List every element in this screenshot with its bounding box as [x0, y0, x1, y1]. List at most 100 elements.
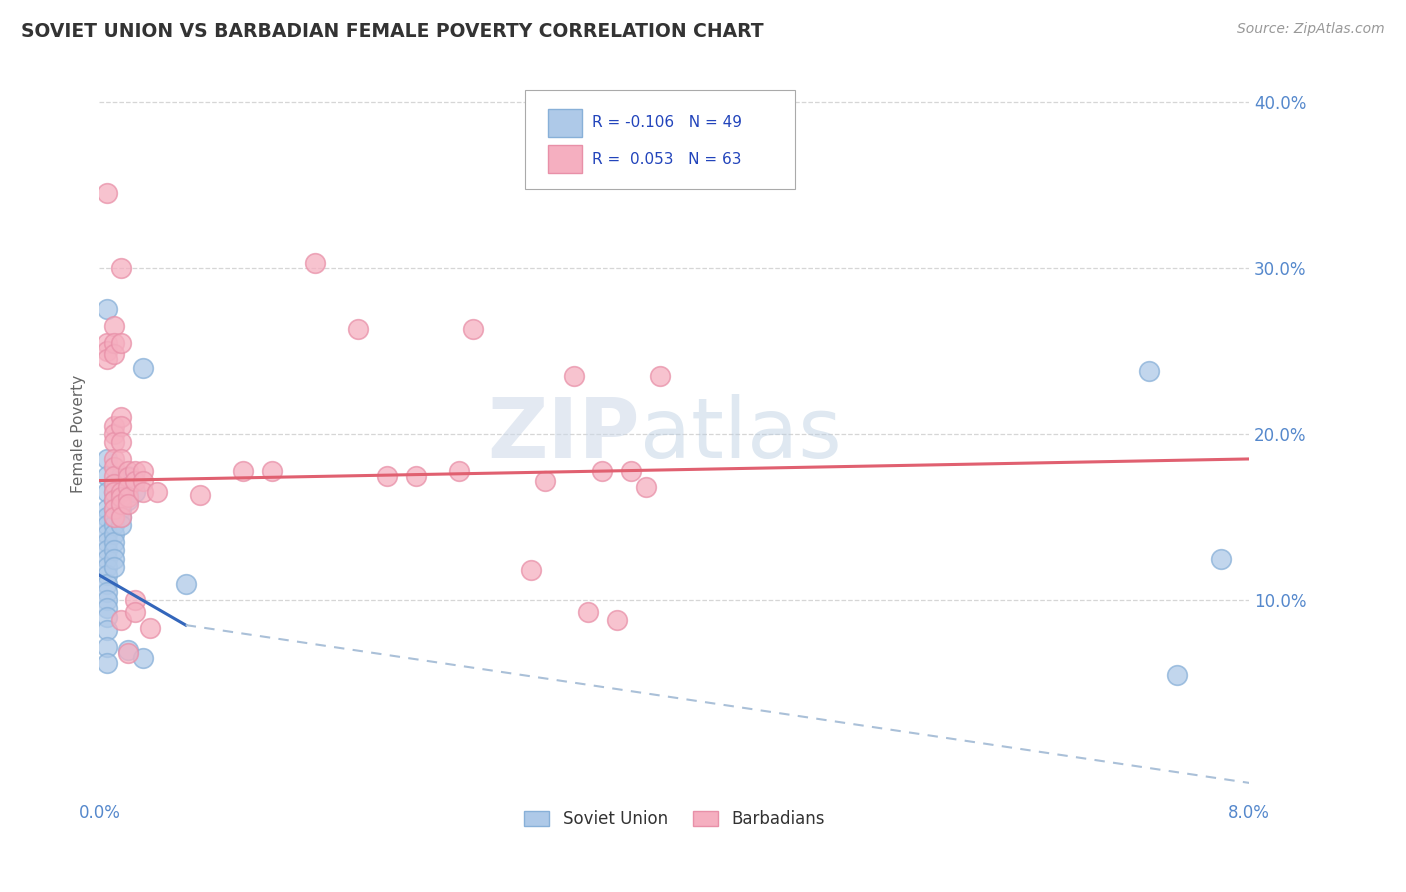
Bar — [548, 109, 582, 136]
Point — [117, 464, 139, 478]
Point — [96, 640, 118, 654]
Point — [103, 418, 125, 433]
Point — [96, 543, 118, 558]
Text: SOVIET UNION VS BARBADIAN FEMALE POVERTY CORRELATION CHART: SOVIET UNION VS BARBADIAN FEMALE POVERTY… — [21, 22, 763, 41]
Point — [124, 605, 146, 619]
Point — [110, 335, 132, 350]
Point — [96, 186, 118, 201]
Legend: Soviet Union, Barbadians: Soviet Union, Barbadians — [517, 804, 831, 835]
Point — [648, 368, 671, 383]
Point — [139, 621, 162, 635]
Point — [103, 452, 125, 467]
Point — [110, 418, 132, 433]
Text: R =  0.053   N = 63: R = 0.053 N = 63 — [592, 152, 741, 167]
Point — [347, 322, 370, 336]
Point — [110, 410, 132, 425]
Point — [96, 593, 118, 607]
Point — [96, 568, 118, 582]
Point — [124, 485, 146, 500]
Point — [103, 510, 125, 524]
Y-axis label: Female Poverty: Female Poverty — [72, 375, 86, 493]
Point — [96, 335, 118, 350]
Point — [96, 576, 118, 591]
Point — [375, 468, 398, 483]
Point — [110, 497, 132, 511]
Point — [96, 551, 118, 566]
Text: R = -0.106   N = 49: R = -0.106 N = 49 — [592, 115, 741, 130]
Point — [96, 501, 118, 516]
Point — [103, 485, 125, 500]
Point — [1137, 364, 1160, 378]
Point — [96, 302, 118, 317]
Point — [110, 493, 132, 508]
Point — [103, 493, 125, 508]
Point — [110, 435, 132, 450]
Point — [232, 464, 254, 478]
Point — [103, 518, 125, 533]
Point — [260, 464, 283, 478]
Point — [117, 468, 139, 483]
Point — [110, 613, 132, 627]
Point — [405, 468, 427, 483]
Point — [131, 474, 153, 488]
FancyBboxPatch shape — [524, 90, 794, 189]
Point — [103, 510, 125, 524]
Point — [304, 256, 326, 270]
Point — [96, 510, 118, 524]
Point — [103, 543, 125, 558]
Point — [447, 464, 470, 478]
Text: ZIP: ZIP — [488, 393, 640, 475]
Point — [606, 613, 628, 627]
Point — [110, 510, 132, 524]
Point — [103, 560, 125, 574]
Point — [131, 464, 153, 478]
Point — [96, 535, 118, 549]
Point — [96, 526, 118, 541]
Point — [124, 593, 146, 607]
Point — [117, 490, 139, 504]
Point — [110, 490, 132, 504]
Point — [103, 501, 125, 516]
Point — [103, 485, 125, 500]
Point — [110, 501, 132, 516]
Point — [592, 464, 614, 478]
Point — [124, 464, 146, 478]
Point — [110, 480, 132, 494]
Point — [96, 585, 118, 599]
Point — [117, 643, 139, 657]
Point — [103, 435, 125, 450]
Point — [131, 485, 153, 500]
Point — [96, 560, 118, 574]
Point — [188, 488, 211, 502]
Point — [110, 452, 132, 467]
Point — [103, 535, 125, 549]
Point — [124, 474, 146, 488]
Point — [1209, 551, 1232, 566]
Point — [103, 468, 125, 483]
Point — [103, 335, 125, 350]
Point — [103, 526, 125, 541]
Point — [96, 485, 118, 500]
Point — [117, 493, 139, 508]
Text: atlas: atlas — [640, 393, 842, 475]
Point — [576, 605, 599, 619]
Point — [103, 319, 125, 334]
Point — [463, 322, 485, 336]
Point — [620, 464, 643, 478]
Point — [96, 452, 118, 467]
Point — [174, 576, 197, 591]
Point — [103, 551, 125, 566]
Point — [103, 427, 125, 442]
Point — [1166, 668, 1188, 682]
Point — [110, 468, 132, 483]
Point — [96, 623, 118, 637]
Point — [96, 601, 118, 615]
Bar — [548, 145, 582, 173]
Point — [110, 518, 132, 533]
Point — [110, 485, 132, 500]
Point — [519, 563, 541, 577]
Text: Source: ZipAtlas.com: Source: ZipAtlas.com — [1237, 22, 1385, 37]
Point — [103, 476, 125, 491]
Point — [117, 646, 139, 660]
Point — [96, 468, 118, 483]
